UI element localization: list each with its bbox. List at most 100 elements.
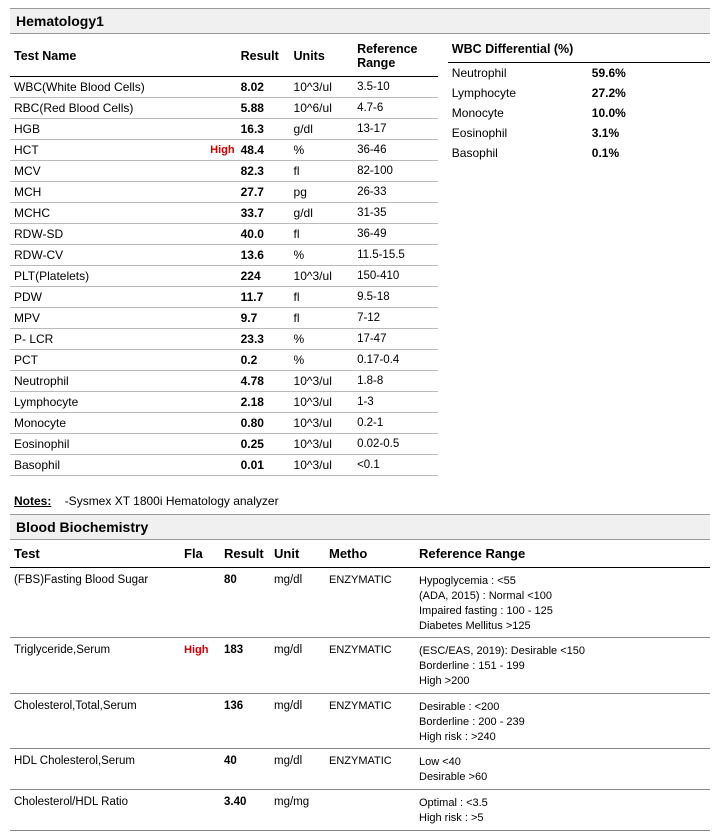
differential-table: WBC Differential (%) Neutrophil59.6%Lymp… [448,36,710,163]
cell-units: fl [290,224,354,245]
cell-result: 224 [237,266,290,287]
cell-units: g/dl [290,203,354,224]
cell-flag [201,329,237,350]
cell-result: 5.88 [237,98,290,119]
cell-test-name: MPV [10,308,201,329]
cell-ref: <0.1 [353,455,438,476]
hematology-table-wrap: Test Name Result Units Reference Range W… [10,36,438,476]
cell-ref: 150-410 [353,266,438,287]
col-bio-flag: Fla [180,540,220,568]
table-row: Cholesterol/HDL Ratio3.40mg/mgOptimal : … [10,790,710,831]
cell-bio-unit: mg/dl [270,638,325,694]
col-test-name: Test Name [10,36,237,77]
cell-units: g/dl [290,119,354,140]
table-row: WBC(White Blood Cells)8.0210^3/ul3.5-10 [10,77,438,98]
cell-ref: 7-12 [353,308,438,329]
table-row: Lymphocyte27.2% [448,83,710,103]
cell-diff-name: Monocyte [448,103,588,123]
notes-text: -Sysmex XT 1800i Hematology analyzer [65,494,279,508]
cell-result: 40.0 [237,224,290,245]
cell-units: fl [290,287,354,308]
cell-flag [201,434,237,455]
cell-test-name: Monocyte [10,413,201,434]
cell-test-name: HCT [10,140,201,161]
cell-bio-method: ENZYMATIC [325,638,415,694]
cell-bio-result: 136 [220,693,270,749]
cell-bio-result: 183 [220,638,270,694]
cell-diff-name: Eosinophil [448,123,588,143]
cell-test-name: RBC(Red Blood Cells) [10,98,201,119]
table-row: MCV82.3fl82-100 [10,161,438,182]
cell-ref: 3.5-10 [353,77,438,98]
notes-label: Notes: [14,494,51,508]
cell-units: 10^3/ul [290,266,354,287]
cell-diff-value: 27.2% [588,83,710,103]
cell-ref: 26-33 [353,182,438,203]
col-units: Units [290,36,354,77]
cell-diff-name: Lymphocyte [448,83,588,103]
biochem-title: Blood Biochemistry [10,514,710,540]
cell-result: 48.4 [237,140,290,161]
cell-units: % [290,140,354,161]
cell-result: 82.3 [237,161,290,182]
differential-table-wrap: WBC Differential (%) Neutrophil59.6%Lymp… [448,36,710,476]
cell-flag: High [201,140,237,161]
cell-result: 16.3 [237,119,290,140]
cell-flag [201,371,237,392]
table-row: PCT0.2%0.17-0.4 [10,350,438,371]
cell-ref: 0.17-0.4 [353,350,438,371]
cell-flag [201,413,237,434]
cell-test-name: RDW-SD [10,224,201,245]
cell-units: % [290,350,354,371]
cell-test-name: MCV [10,161,201,182]
cell-ref: 36-49 [353,224,438,245]
cell-result: 0.80 [237,413,290,434]
cell-test-name: PDW [10,287,201,308]
cell-diff-name: Neutrophil [448,63,588,84]
cell-bio-flag: High [180,638,220,694]
col-bio-unit: Unit [270,540,325,568]
cell-ref: 36-46 [353,140,438,161]
notes-line: Notes: -Sysmex XT 1800i Hematology analy… [10,492,710,510]
cell-result: 2.18 [237,392,290,413]
cell-diff-name: Basophil [448,143,588,163]
cell-bio-method: ENZYMATIC [325,568,415,638]
cell-result: 11.7 [237,287,290,308]
cell-bio-method: ENZYMATIC [325,749,415,790]
col-bio-ref: Reference Range [415,540,710,568]
cell-units: % [290,329,354,350]
cell-bio-ref: Optimal : <3.5 High risk : >5 [415,790,710,831]
cell-test-name: PCT [10,350,201,371]
cell-bio-unit: mg/dl [270,749,325,790]
table-row: Triglyceride,SerumHigh183mg/dlENZYMATIC(… [10,638,710,694]
cell-bio-method [325,790,415,831]
cell-flag [201,455,237,476]
table-row: RDW-CV13.6%11.5-15.5 [10,245,438,266]
cell-bio-flag [180,749,220,790]
cell-ref: 17-47 [353,329,438,350]
cell-result: 4.78 [237,371,290,392]
cell-units: 10^3/ul [290,434,354,455]
cell-result: 27.7 [237,182,290,203]
cell-ref: 4.7-6 [353,98,438,119]
cell-result: 9.7 [237,308,290,329]
cell-result: 8.02 [237,77,290,98]
cell-flag [201,224,237,245]
cell-flag [201,266,237,287]
cell-bio-unit: mg/dl [270,568,325,638]
table-row: Lymphocyte2.1810^3/ul1-3 [10,392,438,413]
table-row: HGB16.3g/dl13-17 [10,119,438,140]
cell-bio-test: Cholesterol/HDL Ratio [10,790,180,831]
cell-ref: 31-35 [353,203,438,224]
cell-test-name: PLT(Platelets) [10,266,201,287]
cell-diff-value: 3.1% [588,123,710,143]
cell-units: 10^3/ul [290,77,354,98]
cell-units: pg [290,182,354,203]
cell-units: 10^3/ul [290,455,354,476]
cell-flag [201,98,237,119]
cell-flag [201,182,237,203]
cell-result: 33.7 [237,203,290,224]
cell-test-name: HGB [10,119,201,140]
cell-flag [201,203,237,224]
cell-diff-value: 59.6% [588,63,710,84]
